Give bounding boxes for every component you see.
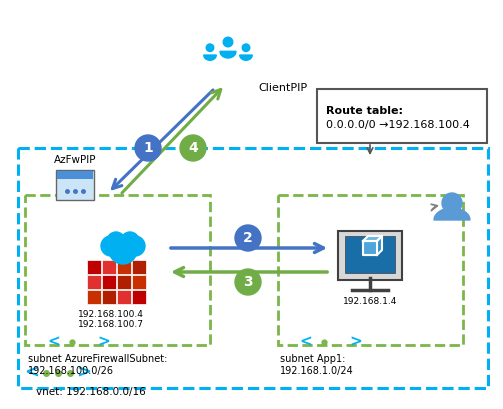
Text: 1: 1 bbox=[143, 141, 153, 155]
Circle shape bbox=[135, 135, 161, 161]
Polygon shape bbox=[363, 241, 377, 255]
Circle shape bbox=[121, 232, 139, 250]
Bar bbox=[25, 195, 210, 345]
Bar bbox=[18, 148, 488, 388]
Bar bbox=[87, 275, 101, 289]
Circle shape bbox=[101, 236, 121, 256]
Text: subnet App1:
192.168.1.0/24: subnet App1: 192.168.1.0/24 bbox=[280, 354, 354, 375]
Bar bbox=[117, 260, 131, 274]
Polygon shape bbox=[377, 236, 382, 255]
Text: subnet AzureFirewallSubnet:
192.168.100.0/26: subnet AzureFirewallSubnet: 192.168.100.… bbox=[28, 354, 167, 375]
FancyBboxPatch shape bbox=[338, 231, 402, 280]
Polygon shape bbox=[240, 55, 253, 60]
Text: Route table:: Route table: bbox=[326, 106, 403, 116]
Text: >: > bbox=[98, 335, 110, 350]
FancyBboxPatch shape bbox=[345, 236, 395, 273]
Circle shape bbox=[235, 225, 261, 251]
Bar bbox=[132, 290, 146, 304]
Text: <: < bbox=[48, 335, 60, 350]
Text: <: < bbox=[25, 364, 40, 382]
Text: 2: 2 bbox=[243, 231, 253, 245]
Text: >: > bbox=[350, 335, 362, 350]
Bar bbox=[132, 275, 146, 289]
Text: >: > bbox=[76, 364, 92, 382]
Text: 4: 4 bbox=[188, 141, 198, 155]
Bar bbox=[117, 275, 131, 289]
Polygon shape bbox=[434, 208, 470, 220]
Bar bbox=[117, 290, 131, 304]
Text: <: < bbox=[300, 335, 312, 350]
Text: 192.168.100.4
192.168.100.7: 192.168.100.4 192.168.100.7 bbox=[78, 310, 144, 329]
Text: vnet: 192.168.0.0/16: vnet: 192.168.0.0/16 bbox=[36, 387, 146, 397]
Circle shape bbox=[223, 37, 233, 47]
Circle shape bbox=[206, 44, 214, 52]
Polygon shape bbox=[363, 236, 382, 241]
Bar bbox=[102, 275, 116, 289]
Circle shape bbox=[442, 193, 462, 213]
Polygon shape bbox=[204, 55, 216, 60]
Circle shape bbox=[180, 135, 206, 161]
Circle shape bbox=[125, 236, 145, 256]
Bar bbox=[132, 260, 146, 274]
Text: 0.0.0.0/0 →192.168.100.4: 0.0.0.0/0 →192.168.100.4 bbox=[326, 120, 470, 130]
Text: ClientPIP: ClientPIP bbox=[258, 83, 307, 93]
Circle shape bbox=[235, 269, 261, 295]
Bar bbox=[102, 290, 116, 304]
FancyBboxPatch shape bbox=[56, 170, 94, 200]
Bar bbox=[278, 195, 463, 345]
Bar bbox=[87, 290, 101, 304]
Text: 3: 3 bbox=[243, 275, 253, 289]
Bar bbox=[87, 260, 101, 274]
Polygon shape bbox=[220, 52, 236, 58]
Text: AzFwPIP: AzFwPIP bbox=[54, 155, 96, 165]
Circle shape bbox=[107, 232, 125, 250]
Circle shape bbox=[109, 236, 137, 264]
FancyBboxPatch shape bbox=[317, 89, 487, 143]
Bar bbox=[57, 171, 93, 179]
Bar bbox=[102, 260, 116, 274]
Text: 192.168.1.4: 192.168.1.4 bbox=[343, 297, 397, 306]
Circle shape bbox=[242, 44, 250, 52]
